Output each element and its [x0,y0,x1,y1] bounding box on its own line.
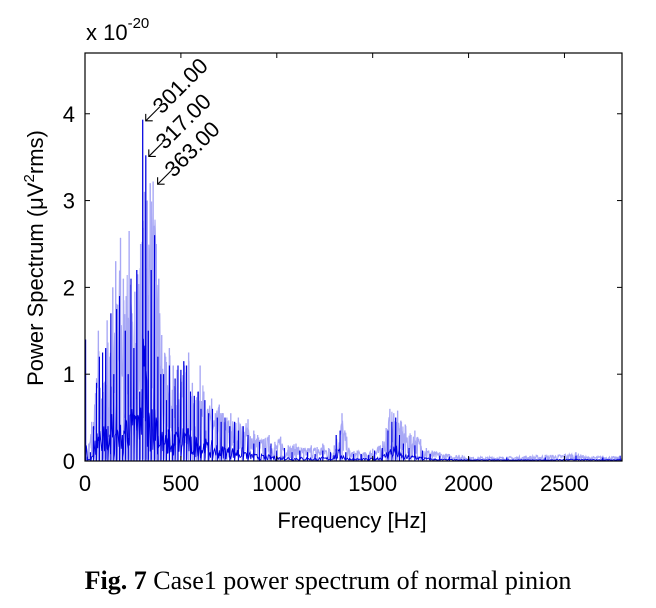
y-axis-label: Power Spectrum (μV2rms) [21,130,48,386]
arrow-head-icon [145,113,153,122]
plot-frame [84,52,623,462]
figure-caption: Fig. 7 Case1 power spectrum of normal pi… [0,566,656,596]
x-axis-label: Frequency [Hz] [277,508,426,533]
power-spectrum-chart: 0 500 1000 1500 2000 2500 0 1 2 3 4 301.00317.0036… [21,15,623,533]
arrow-head-icon [148,149,156,157]
annotation-arrow [145,106,161,122]
arrow-head-icon [157,177,165,185]
y-tick-label: 0 [63,449,75,474]
plot-series [84,119,623,463]
x-tick-label: 500 [163,471,200,496]
x-tick-label: 2500 [540,471,589,496]
y-tick-label: 2 [63,275,75,300]
y-tick-label: 3 [63,189,75,214]
figure-number: Fig. 7 [84,566,147,595]
caption-text: Case1 power spectrum of normal pinion [146,566,572,595]
annotation-arrow [157,169,173,185]
x-tick-label: 1000 [252,471,301,496]
y-multiplier: x 10-20 [86,15,149,45]
x-tick-label: 0 [79,471,91,496]
x-tick-label: 2000 [444,471,493,496]
y-tick-label: 4 [63,102,75,127]
axis-ticks: 0 500 1000 1500 2000 2500 0 1 2 3 4 [63,53,622,496]
series-line-spectrum-trace [84,119,622,462]
annotation-arrow [148,142,164,157]
y-tick-label: 1 [63,362,75,387]
x-tick-label: 1500 [348,471,397,496]
